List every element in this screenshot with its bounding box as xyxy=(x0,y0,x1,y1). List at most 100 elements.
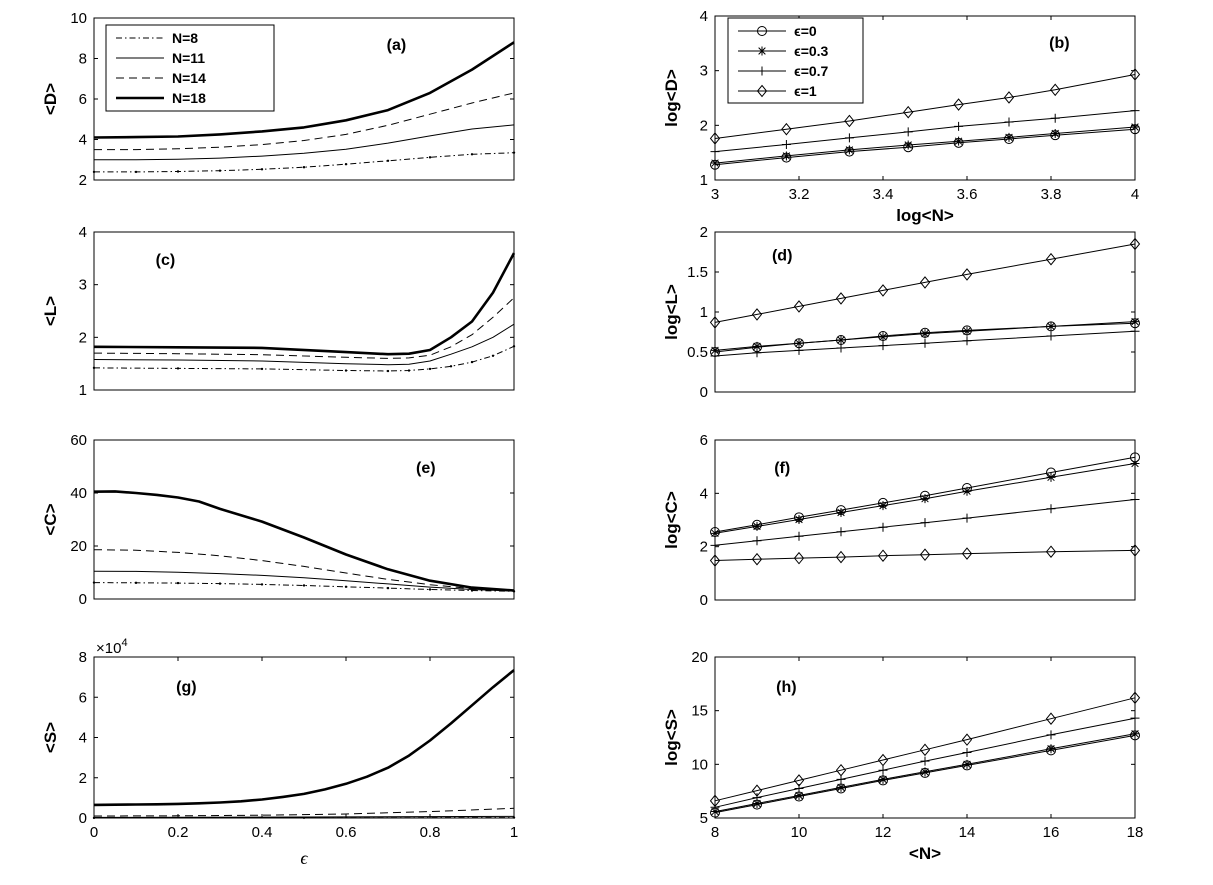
series-d-1 xyxy=(710,317,1140,355)
data-point xyxy=(1004,132,1014,142)
data-point xyxy=(903,105,914,119)
axes-frame xyxy=(714,439,1136,601)
data-point xyxy=(260,367,264,371)
data-point xyxy=(781,122,792,136)
y-tick-label: 4 xyxy=(79,132,87,149)
panel-d: 0 0.5 1 1.5 2 log<L> (d) xyxy=(662,224,1141,401)
legend-label: N=18 xyxy=(172,90,206,106)
data-point xyxy=(836,782,846,792)
x-tick-label: 3.8 xyxy=(1041,186,1062,203)
data-point xyxy=(794,531,804,541)
data-point xyxy=(428,156,432,159)
series-a-1 xyxy=(94,124,515,161)
x-tick-label: 0 xyxy=(90,824,98,841)
data-point xyxy=(1046,321,1056,331)
y-tick-label: 4 xyxy=(700,485,708,502)
data-point xyxy=(491,354,495,357)
multiplier-base: ×10 xyxy=(96,640,121,657)
data-point xyxy=(386,159,390,162)
data-point xyxy=(302,166,306,169)
panel-label: (a) xyxy=(387,37,407,54)
data-point xyxy=(844,145,854,155)
data-point xyxy=(962,336,972,346)
y-tick-label: 10 xyxy=(70,10,87,27)
data-point xyxy=(844,133,854,143)
data-point xyxy=(302,584,306,587)
axes-frame xyxy=(93,439,515,600)
series-line xyxy=(94,124,515,161)
x-tick-label: 3.4 xyxy=(873,186,894,203)
data-point xyxy=(961,733,973,746)
series-line xyxy=(93,815,515,818)
panel-h: 5 10 15 20 8 10 12 14 16 18 log<S> <N> (h) xyxy=(662,649,1143,863)
series-c-2 xyxy=(93,297,515,359)
panel-e: 0 20 40 60 <C> (e) xyxy=(41,432,516,608)
y-tick-label: 20 xyxy=(691,649,708,666)
panel-c: 1 2 3 4 <L> (c) xyxy=(41,224,516,399)
data-point xyxy=(752,793,762,803)
data-point xyxy=(1045,712,1057,726)
data-point xyxy=(752,348,762,358)
data-point xyxy=(752,536,762,546)
data-point xyxy=(919,276,931,289)
x-tick-label: 0.4 xyxy=(252,824,273,841)
data-point xyxy=(794,514,804,524)
y-tick-label: 10 xyxy=(691,756,708,773)
multiplier-exponent: 4 xyxy=(121,637,127,649)
y-axis-label: log<D> xyxy=(662,69,681,127)
series-line xyxy=(714,697,1136,802)
series-c-1 xyxy=(93,323,515,366)
data-point xyxy=(218,582,222,585)
series-g-3 xyxy=(93,669,515,807)
legend-marker xyxy=(757,26,767,36)
x-axis-label: <N> xyxy=(909,844,941,863)
data-point xyxy=(903,127,913,137)
series-g-1 xyxy=(93,815,515,818)
x-tick-label: 8 xyxy=(711,824,719,841)
legend-box xyxy=(727,17,864,104)
x-tick-label: 1 xyxy=(510,824,518,841)
data-point xyxy=(878,765,888,775)
y-tick-label: 2 xyxy=(79,329,87,346)
y-tick-label: 6 xyxy=(79,91,87,108)
x-tick-label: 10 xyxy=(791,824,808,841)
data-point xyxy=(953,98,964,111)
data-point xyxy=(470,153,474,156)
series-line xyxy=(93,549,515,592)
data-point xyxy=(794,790,804,800)
series-f-3 xyxy=(709,544,1141,567)
data-point xyxy=(752,799,762,809)
series-e-2 xyxy=(93,549,515,592)
panel-f: 0 2 4 6 log<C> (f) xyxy=(662,432,1141,609)
data-point xyxy=(920,494,930,504)
data-point xyxy=(1004,117,1014,127)
data-point xyxy=(218,169,222,172)
y-tick-label: 1.5 xyxy=(687,264,708,281)
x-tick-label: 0.6 xyxy=(336,824,357,841)
data-point xyxy=(344,585,348,589)
y-tick-label: 0.5 xyxy=(687,344,708,361)
data-point xyxy=(751,552,763,566)
data-point xyxy=(962,759,972,769)
legend-label: N=14 xyxy=(172,70,206,86)
data-point xyxy=(793,300,805,313)
data-point xyxy=(835,763,847,777)
data-point xyxy=(793,774,805,787)
axes-frame xyxy=(714,15,1136,181)
data-point xyxy=(920,518,930,528)
series-line xyxy=(93,669,515,807)
data-point xyxy=(878,501,888,511)
y-tick-label: 0 xyxy=(700,592,708,609)
x-tick-label: 0.8 xyxy=(420,824,441,841)
data-point xyxy=(1046,504,1056,514)
data-point xyxy=(1050,83,1061,97)
axes-frame xyxy=(714,656,1136,819)
series-e-3 xyxy=(93,490,515,592)
panel-label: (e) xyxy=(416,460,436,477)
series-h-3 xyxy=(709,691,1141,808)
x-tick-label: 3.6 xyxy=(957,186,978,203)
y-tick-label: 2 xyxy=(79,770,87,787)
data-point xyxy=(344,369,348,372)
